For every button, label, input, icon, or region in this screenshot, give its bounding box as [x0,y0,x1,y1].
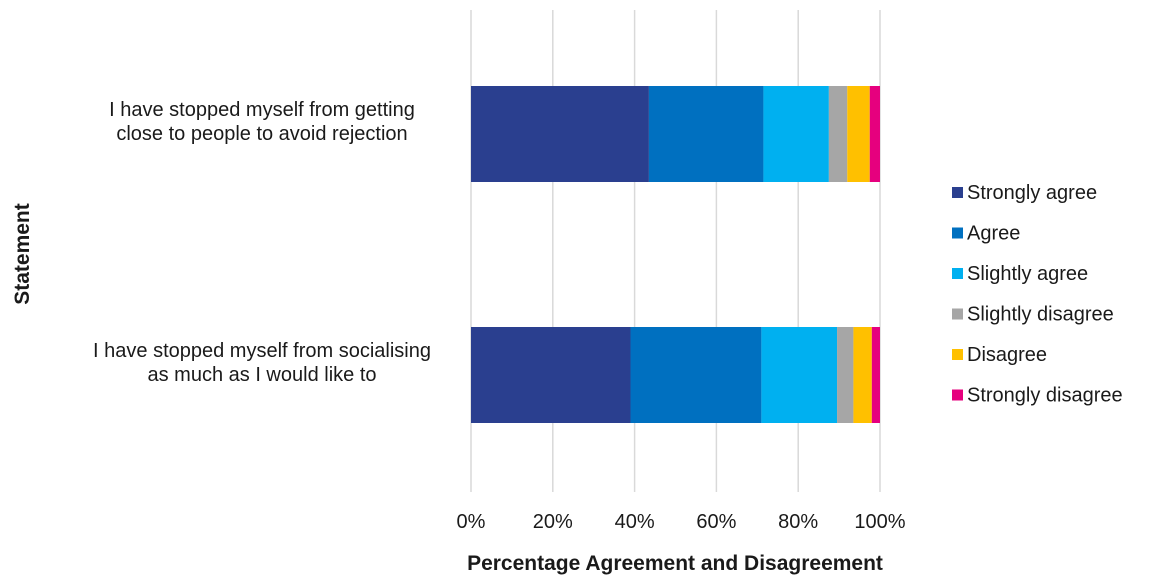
legend-label: Strongly disagree [967,385,1123,407]
bar-segment-slightly-agree [763,86,829,182]
legend-label: Strongly agree [967,182,1097,204]
bar-segment-slightly-disagree [828,86,848,182]
x-axis-title: Percentage Agreement and Disagreement [467,552,883,575]
x-tick-labels: 0% 20% 40% 60% 80% 100% [457,511,906,533]
legend-label: Slightly agree [967,263,1088,285]
bar-segment-slightly-disagree [837,327,854,423]
legend: Strongly agree Agree Slightly agree Slightl… [952,182,1123,407]
x-tick-label: 0% [457,511,486,533]
bar-segment-disagree [847,86,870,182]
legend-swatch [952,308,963,320]
legend-swatch [952,187,963,198]
legend-label: Slightly disagree [967,304,1114,326]
category-label: I have stopped myself from socialising as… [93,340,431,386]
x-tick-label: 60% [696,511,736,533]
bar-segment-slightly-agree [761,327,838,423]
y-axis-title: Statement [11,203,34,305]
legend-swatch [952,227,963,239]
bar-segment-agree [630,327,762,423]
legend-swatch [952,389,963,401]
category-label: I have stopped myself from getting close … [109,99,415,145]
bar-segment-strongly-agree [471,86,649,182]
category-labels: I have stopped myself from getting close … [93,99,431,386]
x-tick-label: 80% [778,511,818,533]
legend-swatch [952,349,963,360]
bar-segment-strongly-disagree [871,327,880,423]
legend-label: Agree [967,223,1020,245]
bar-segment-strongly-disagree [869,86,880,182]
x-tick-label: 100% [854,511,905,533]
x-tick-label: 20% [533,511,573,533]
bar-segment-disagree [853,327,872,423]
legend-swatch [952,268,963,279]
bar-segment-agree [648,86,764,182]
x-tick-label: 40% [615,511,655,533]
legend-label: Disagree [967,344,1047,366]
bars [471,86,880,423]
bar-segment-strongly-agree [471,327,631,423]
